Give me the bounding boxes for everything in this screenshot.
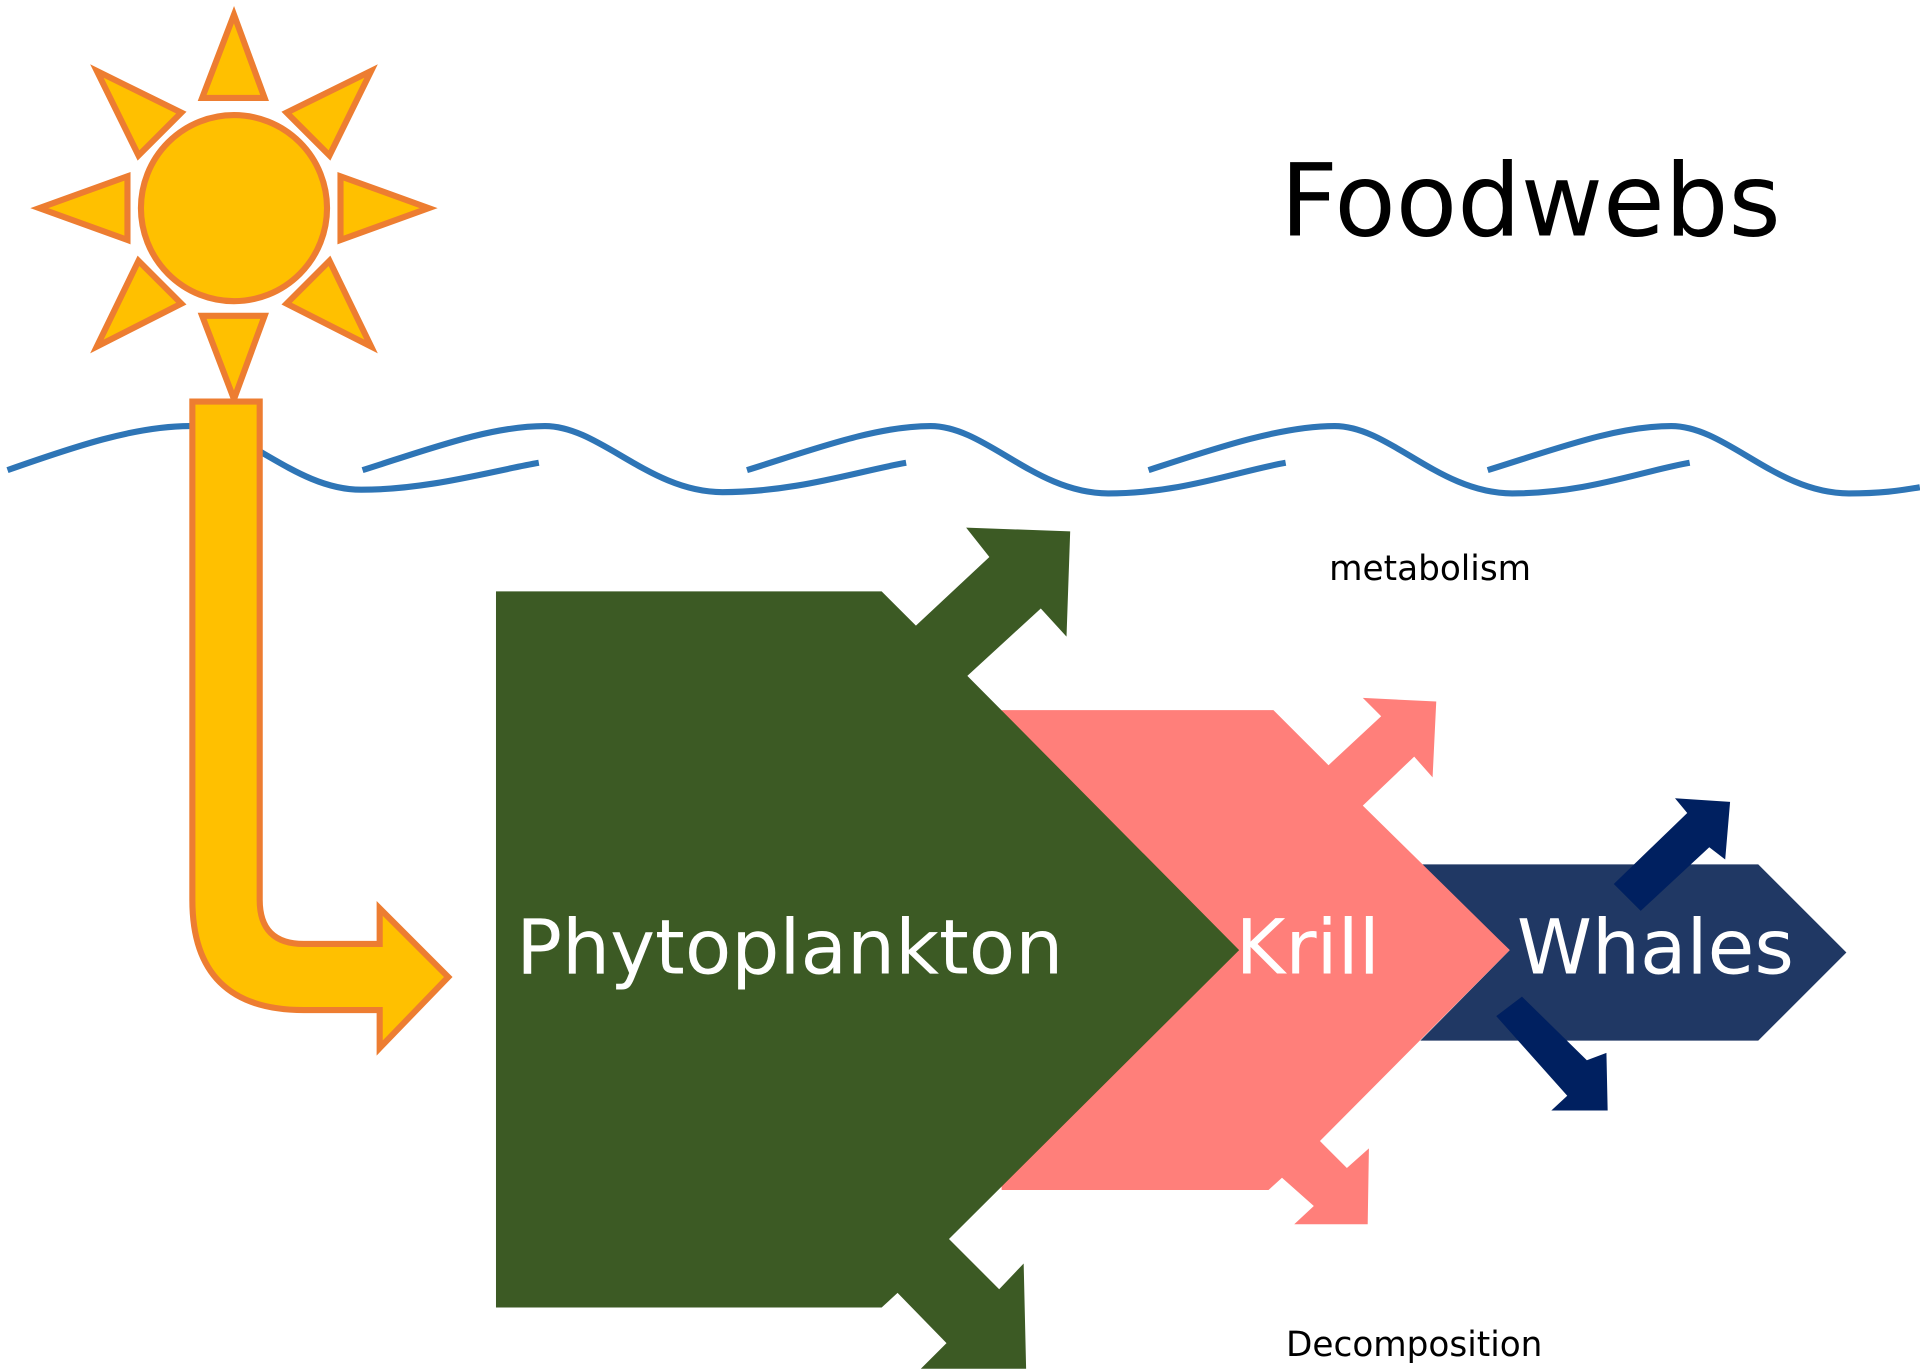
title: Foodwebs: [1280, 142, 1781, 259]
node-label: Krill: [1236, 903, 1380, 991]
sun: [39, 15, 428, 399]
node-label: Whales: [1517, 903, 1794, 991]
node-label: Phytoplankton: [516, 903, 1063, 991]
diagram: Foodwebs metabolism Decomposition Phytop…: [0, 0, 1920, 1370]
metabolism-label: metabolism: [1329, 549, 1531, 589]
sunlight-arrow: [192, 402, 448, 1048]
page: Foodwebs metabolism Decomposition Phytop…: [0, 0, 1920, 1370]
decomposition-label: Decomposition: [1286, 1325, 1542, 1365]
water-surface: [7, 426, 1919, 493]
